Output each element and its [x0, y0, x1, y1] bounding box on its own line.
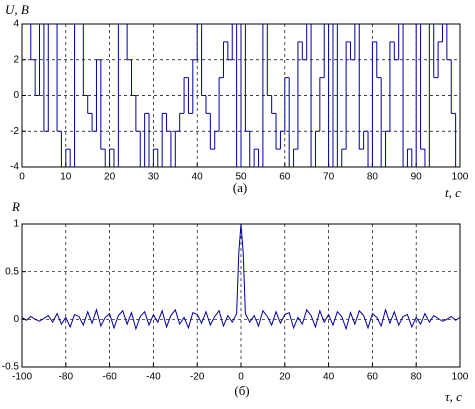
- x-tick-label: 0: [238, 372, 244, 383]
- y-axis-label: R: [11, 199, 20, 214]
- x-tick-label: 0: [19, 172, 25, 183]
- x-tick-label: 40: [323, 372, 335, 383]
- y-tick-label: -2: [10, 126, 19, 137]
- x-tick-label: 20: [104, 172, 116, 183]
- y-tick-label: -0.5: [2, 362, 20, 373]
- x-tick-label: -60: [102, 372, 117, 383]
- x-tick-label: -20: [190, 372, 205, 383]
- x-tick-label: -80: [59, 372, 74, 383]
- y-tick-label: 0.5: [5, 266, 19, 277]
- x-tick-label: 90: [411, 172, 423, 183]
- x-tick-label: 100: [452, 372, 469, 383]
- y-tick-label: -4: [10, 162, 19, 173]
- plot-frame: [21, 23, 461, 168]
- x-tick-label: 40: [192, 172, 204, 183]
- x-tick-label: 20: [279, 372, 291, 383]
- y-tick-label: 0: [13, 90, 19, 101]
- y-tick-label: 0: [13, 314, 19, 325]
- x-tick-label: 60: [367, 372, 379, 383]
- x-tick-label: 60: [279, 172, 291, 183]
- x-tick-label: 80: [367, 172, 379, 183]
- x-tick-label: 100: [452, 172, 469, 183]
- x-tick-label: 30: [148, 172, 160, 183]
- x-tick-label: -100: [12, 372, 32, 383]
- y-axis-label: U, B: [5, 2, 29, 17]
- plot-frame: [21, 223, 461, 368]
- caption: (a): [233, 180, 247, 195]
- x-tick-label: 80: [411, 372, 423, 383]
- data-line: [21, 223, 461, 331]
- caption: (б): [234, 383, 249, 398]
- y-tick-label: 2: [13, 54, 19, 65]
- x-tick-label: 10: [60, 172, 72, 183]
- x-axis-label: τ, c: [445, 389, 462, 404]
- y-tick-label: 4: [13, 19, 19, 30]
- x-axis-label: t, c: [445, 185, 461, 200]
- y-tick-label: 1: [13, 219, 19, 230]
- x-tick-label: -40: [146, 372, 161, 383]
- x-tick-label: 70: [323, 172, 335, 183]
- x-tick-label: 50: [235, 172, 247, 183]
